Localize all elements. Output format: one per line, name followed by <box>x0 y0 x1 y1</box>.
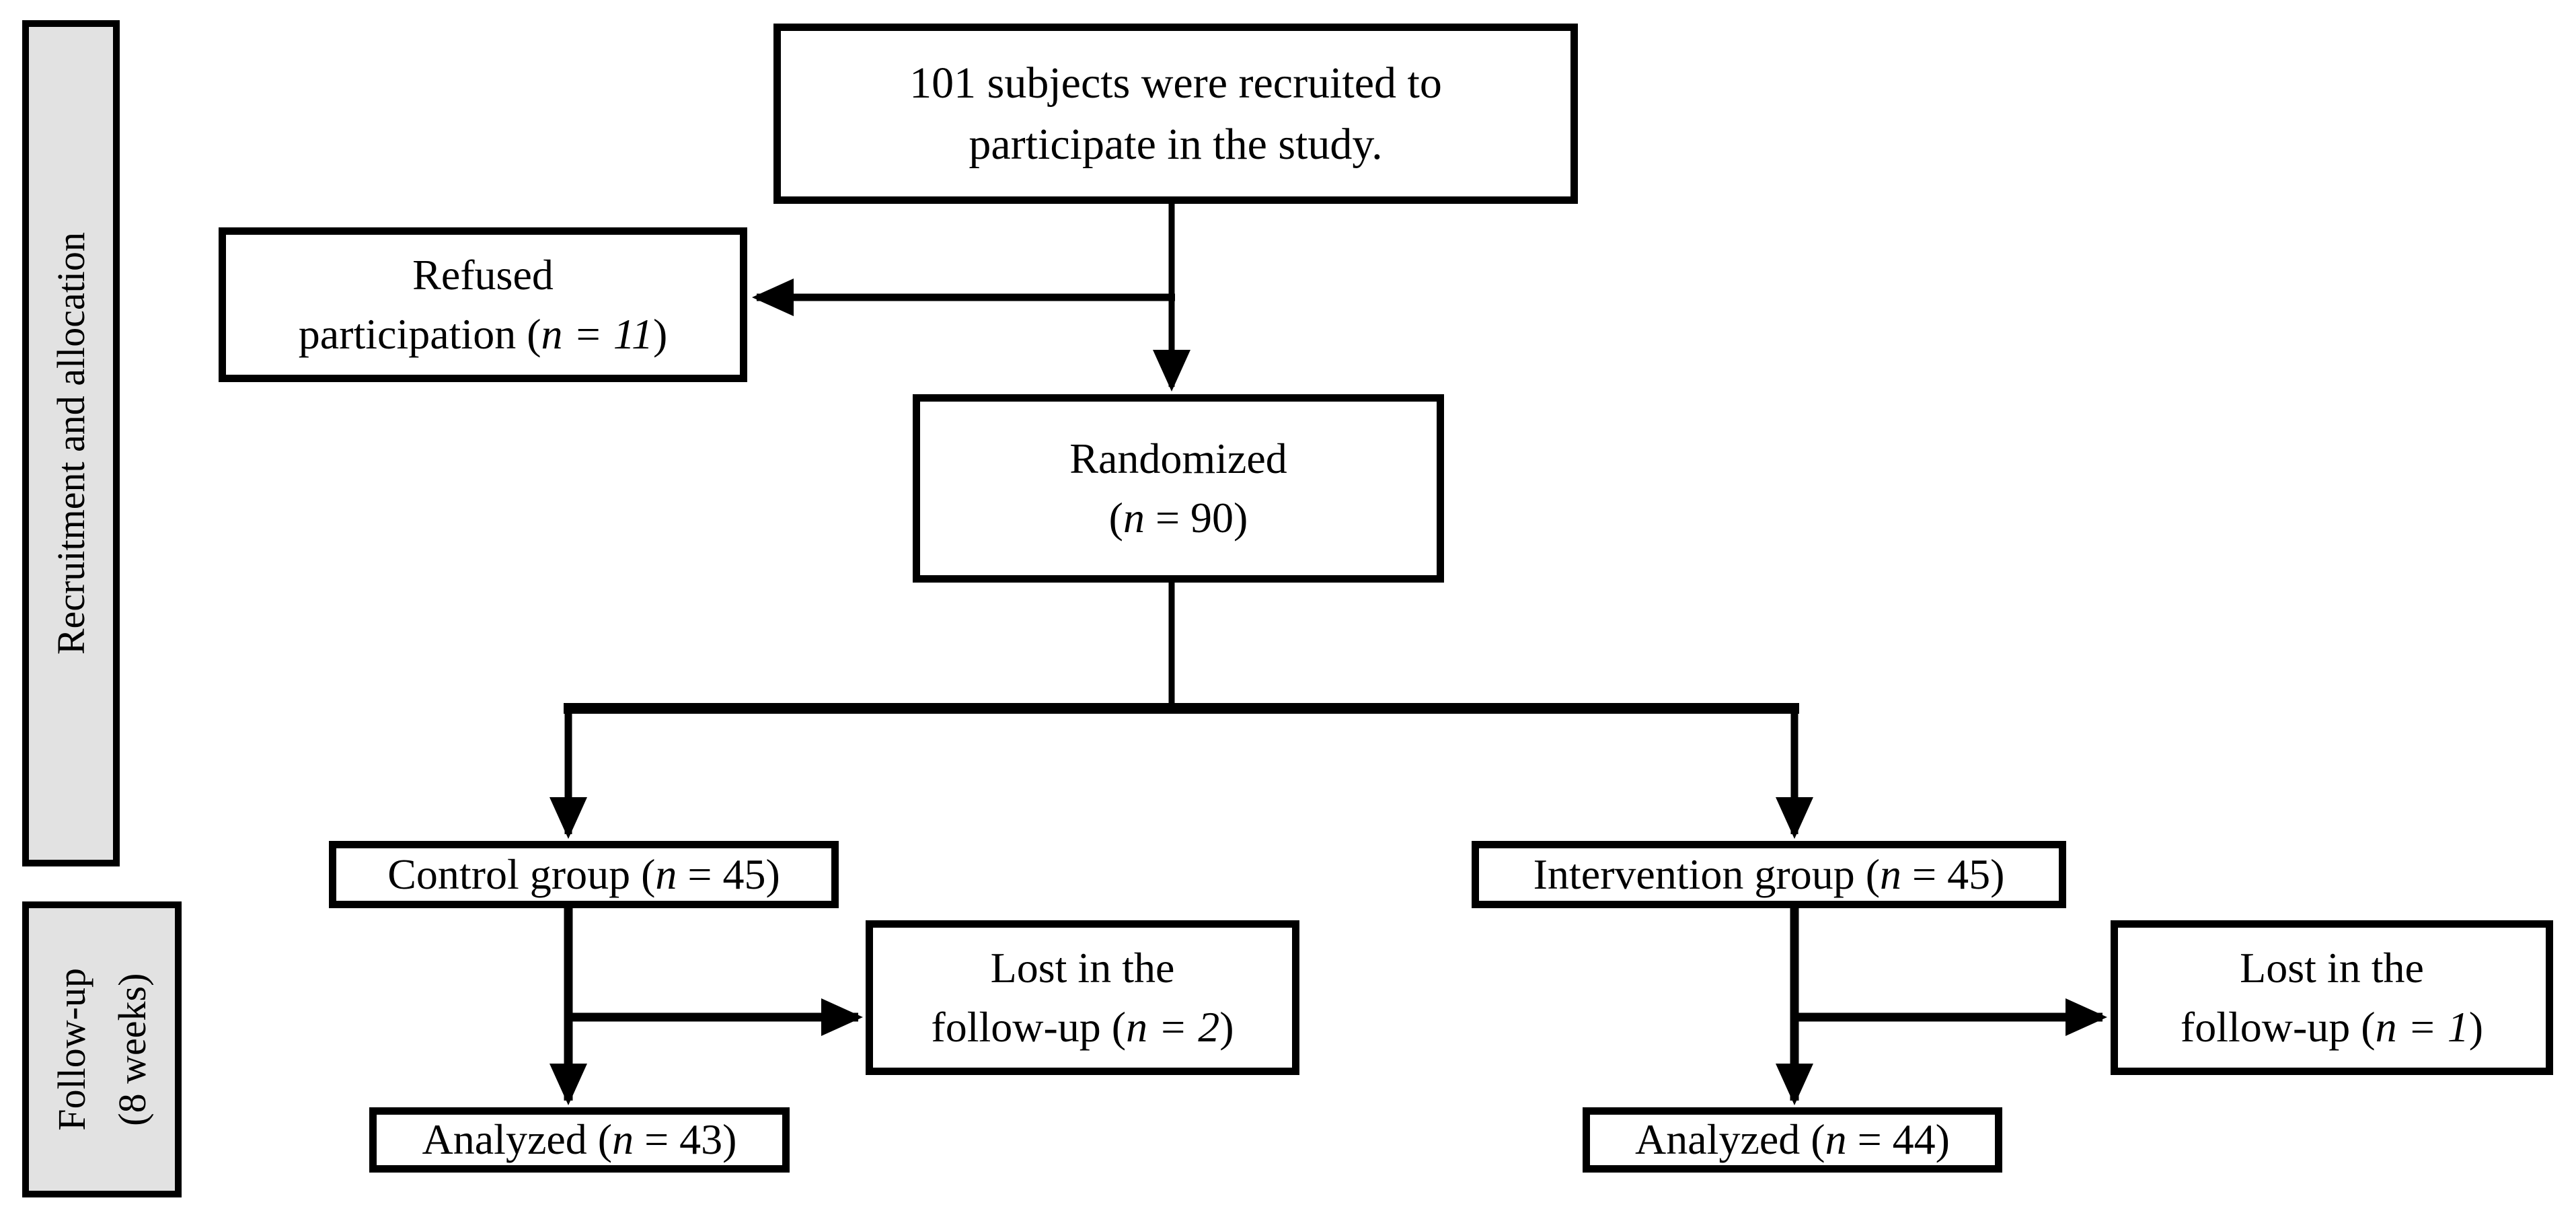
lost-intervention-text: ) <box>2468 1003 2484 1051</box>
phase-label-text: (8 weeks) <box>110 973 154 1126</box>
intervention-n-value: n <box>1880 850 1901 898</box>
phase-follow-up-label: Follow-up (8 weeks) <box>42 968 163 1131</box>
refused-line2: participation (n = 11) <box>299 305 668 364</box>
phase-label-text: Recruitment and allocation <box>48 231 93 655</box>
analyzed-control-box: Analyzed (n = 43) <box>369 1107 790 1173</box>
control-text: = 45) <box>677 850 780 898</box>
control-group-box: Control group (n = 45) <box>329 841 839 908</box>
recruited-line1: 101 subjects were recruited to <box>909 58 1442 108</box>
refused-n-value: n = 11 <box>541 310 653 358</box>
intervention-text: = 45) <box>1901 850 2005 898</box>
randomized-n-value: n <box>1123 494 1145 542</box>
lost-control-text: follow-up ( <box>931 1003 1127 1051</box>
lost-intervention-line1: Lost in the <box>2240 943 2424 992</box>
analyzed-intervention-box: Analyzed (n = 44) <box>1583 1107 2002 1173</box>
analyzed-control-label: Analyzed (n = 43) <box>422 1110 737 1169</box>
lost-control-n-value: n = 2 <box>1126 1003 1220 1051</box>
lost-followup-control-box: Lost in the follow-up (n = 2) <box>866 920 1299 1075</box>
phase-follow-up: Follow-up (8 weeks) <box>22 901 182 1197</box>
phase-recruitment-allocation-label: Recruitment and allocation <box>41 232 102 655</box>
analyzed-intervention-text: Analyzed ( <box>1635 1115 1825 1164</box>
randomized-line2: (n = 90) <box>1109 488 1248 548</box>
recruited-line2: participate in the study. <box>969 120 1383 169</box>
analyzed-intervention-text: = 44) <box>1846 1115 1950 1164</box>
control-text: Control group ( <box>387 850 656 898</box>
randomized-line1: Randomized <box>1069 434 1287 482</box>
lost-control-line2: follow-up (n = 2) <box>931 998 1234 1057</box>
lost-control-line1: Lost in the <box>990 943 1175 992</box>
randomized-text: ( <box>1108 494 1123 542</box>
analyzed-intervention-n-value: n <box>1825 1115 1847 1164</box>
phase-label-text: Follow-up <box>49 968 93 1131</box>
lost-followup-intervention-box: Lost in the follow-up (n = 1) <box>2111 920 2553 1075</box>
intervention-group-label: Intervention group (n = 45) <box>1533 845 2005 904</box>
lost-intervention-n-value: n = 1 <box>2375 1003 2469 1051</box>
refused-text: participation ( <box>298 310 541 358</box>
control-n-value: n <box>655 850 677 898</box>
analyzed-control-n-value: n <box>612 1115 634 1164</box>
lost-intervention-text: follow-up ( <box>2180 1003 2376 1051</box>
intervention-text: Intervention group ( <box>1533 850 1880 898</box>
phase-recruitment-allocation: Recruitment and allocation <box>22 20 120 866</box>
randomized-text: = 90) <box>1144 494 1248 542</box>
refused-box: Refused participation (n = 11) <box>219 227 747 382</box>
lost-intervention-line2: follow-up (n = 1) <box>2181 998 2483 1057</box>
control-group-label: Control group (n = 45) <box>387 845 780 904</box>
refused-line1: Refused <box>412 250 554 299</box>
refused-text: ) <box>652 310 668 358</box>
randomized-box: Randomized (n = 90) <box>913 394 1444 583</box>
recruited-box: 101 subjects were recruited to participa… <box>773 24 1578 204</box>
analyzed-control-text: Analyzed ( <box>422 1115 613 1164</box>
lost-control-text: ) <box>1219 1003 1234 1051</box>
analyzed-intervention-label: Analyzed (n = 44) <box>1635 1110 1950 1169</box>
intervention-group-box: Intervention group (n = 45) <box>1472 841 2066 908</box>
analyzed-control-text: = 43) <box>634 1115 737 1164</box>
